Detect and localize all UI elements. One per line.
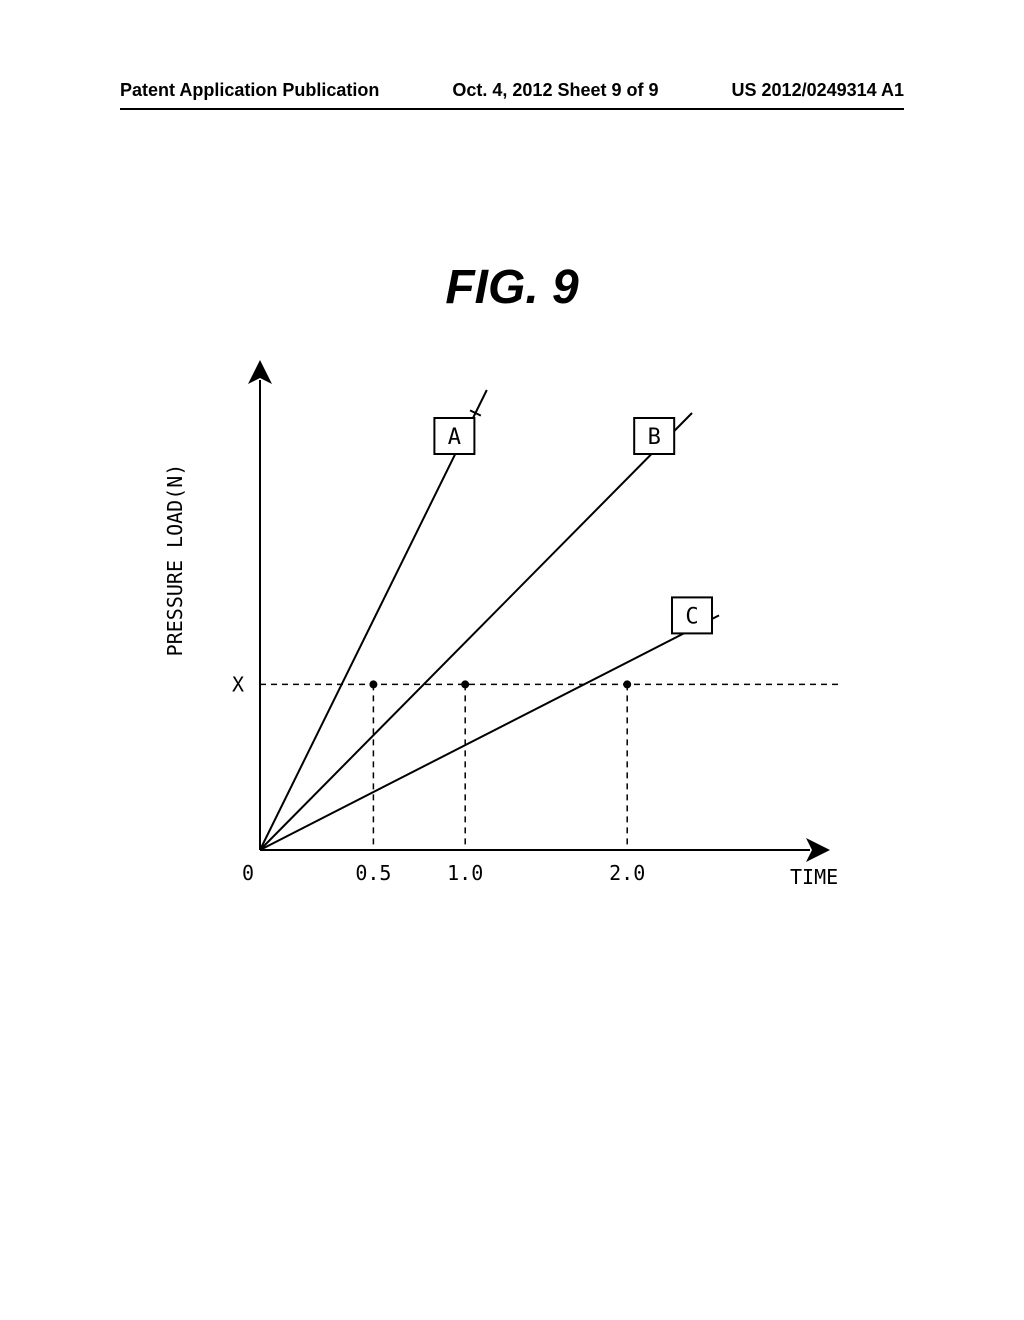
svg-text:C: C xyxy=(685,604,698,629)
svg-text:B: B xyxy=(648,425,661,450)
svg-text:X: X xyxy=(232,672,244,696)
svg-text:A: A xyxy=(448,425,461,450)
chart-container: PRESSURE LOAD(N) TIME(t) 0 X 0.5 1.0 2.0 A B C xyxy=(140,350,840,910)
svg-text:PRESSURE LOAD(N): PRESSURE LOAD(N) xyxy=(163,464,187,657)
svg-text:2.0: 2.0 xyxy=(609,861,645,885)
svg-text:0.5: 0.5 xyxy=(355,861,391,885)
header-rule xyxy=(120,108,904,110)
header-left: Patent Application Publication xyxy=(120,80,379,101)
svg-text:1.0: 1.0 xyxy=(447,861,483,885)
figure-title: FIG. 9 xyxy=(445,260,578,315)
page-header: Patent Application Publication Oct. 4, 2… xyxy=(0,80,1024,101)
svg-text:0: 0 xyxy=(242,861,254,885)
pressure-time-chart: PRESSURE LOAD(N) TIME(t) 0 X 0.5 1.0 2.0 A B C xyxy=(140,350,840,910)
header-center: Oct. 4, 2012 Sheet 9 of 9 xyxy=(452,80,658,101)
header-right: US 2012/0249314 A1 xyxy=(732,80,904,101)
svg-text:TIME(t): TIME(t) xyxy=(790,865,840,889)
